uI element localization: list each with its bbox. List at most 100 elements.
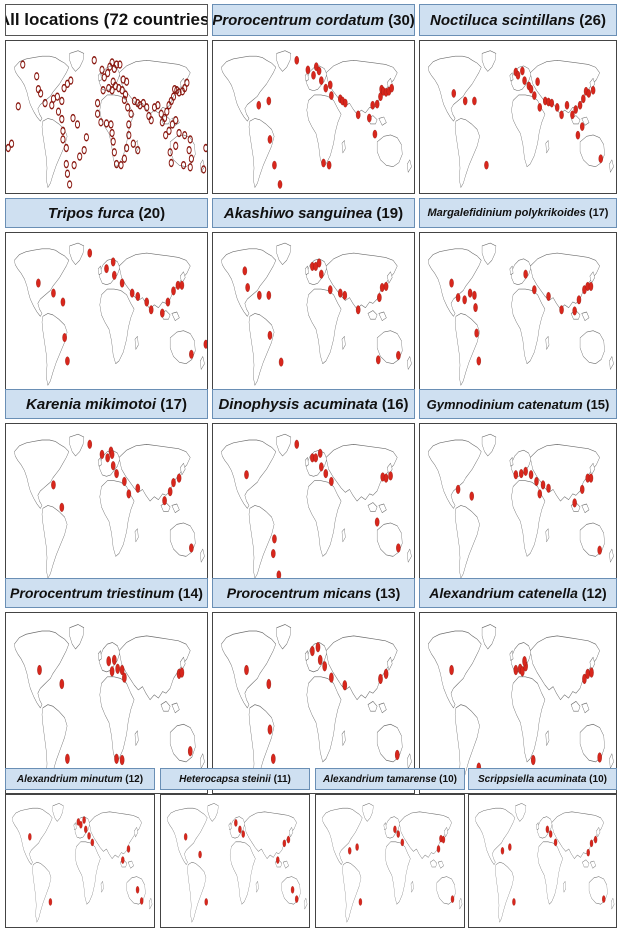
location-marker [187,163,193,172]
location-marker [294,439,299,449]
species-name: Gymnodinium catenatum [426,396,583,412]
location-marker [323,83,328,93]
location-marker [110,461,116,471]
location-marker [597,545,602,555]
location-marker [277,180,283,189]
location-marker [172,84,178,94]
location-marker [171,478,176,488]
location-marker [82,816,86,824]
location-marker [383,473,389,483]
world-map [160,794,310,928]
location-marker [79,820,83,829]
country-count: (20) [134,204,166,222]
species-name: Scrippsiella acuminata [478,773,587,785]
location-marker [500,847,505,855]
world-map [212,232,415,392]
location-marker [162,496,167,506]
location-marker [388,471,393,481]
world-map [5,232,208,392]
location-marker [167,487,173,497]
land-outline [221,50,412,188]
location-marker [355,110,361,120]
location-marker [588,473,594,483]
location-marker [59,502,65,512]
map-panel-alexandrium-catenella: Alexandrium catenella (12) [419,578,617,794]
location-marker [90,838,94,847]
location-marker [319,76,324,85]
location-marker [537,103,542,112]
location-marker [295,895,299,903]
location-marker [535,77,540,87]
location-marker [602,895,606,903]
location-marker [175,280,181,290]
panel-title: Alexandrium catenella (12) [419,578,617,608]
location-marker [114,469,119,479]
location-marker [523,466,528,476]
location-marker [84,825,88,834]
location-marker [119,278,125,288]
location-marker [106,656,111,667]
location-marker [267,330,273,340]
panel-title: Scrippsiella acuminata (10) [468,768,617,790]
location-marker [121,154,127,163]
location-marker [6,143,11,153]
location-marker [590,85,596,95]
country-count: (30) [383,11,415,29]
location-marker [355,305,361,315]
location-marker [203,339,207,349]
map-panel-scrippsiella-acuminata: Scrippsiella acuminata (10) [468,768,617,928]
location-marker [396,350,401,360]
location-marker [187,135,193,144]
panel-title: Heterocapsa steinii (11) [160,768,310,790]
location-marker [589,667,594,678]
location-marker [376,355,381,365]
location-marker [271,753,276,764]
location-marker [449,278,454,288]
location-marker [396,543,401,553]
location-marker [531,754,536,766]
location-marker [99,65,105,75]
location-marker [267,724,273,735]
location-marker [121,856,125,864]
location-marker [549,98,554,108]
location-marker [83,133,89,142]
location-marker [358,898,363,906]
location-marker [586,848,590,857]
location-marker [179,667,185,678]
location-marker [329,91,334,100]
location-marker [546,291,551,301]
location-marker [70,113,76,123]
panel-title: Noctiluca scintillans (26) [419,4,617,36]
location-marker [113,60,120,69]
location-marker [581,94,586,104]
location-marker [383,668,389,680]
location-marker [87,439,92,449]
location-marker [54,92,60,101]
location-marker [170,92,177,101]
location-marker [528,470,534,480]
location-marker [51,480,56,490]
location-marker [598,154,603,164]
world-map [5,794,155,928]
land-outline [474,803,615,923]
location-marker [241,830,245,838]
location-marker [370,100,375,110]
location-marker [338,288,343,298]
country-count: (14) [174,585,203,601]
location-marker [472,96,477,106]
location-marker [267,135,273,144]
map-panel-gymnodinium-catenatum: Gymnodinium catenatum (15) [419,389,617,585]
location-marker [104,264,109,274]
country-count: (17) [156,395,187,413]
location-marker [188,154,194,163]
location-marker [117,60,123,69]
panel-title: Alexandrium tamarense (10) [315,768,465,790]
location-marker [379,282,385,293]
location-marker [328,80,333,90]
location-marker [160,308,165,318]
location-marker [111,148,117,157]
location-marker [135,886,140,894]
location-marker [472,290,477,300]
world-map [468,794,617,928]
panel-title: Prorocentrum cordatum (30) [212,4,415,36]
